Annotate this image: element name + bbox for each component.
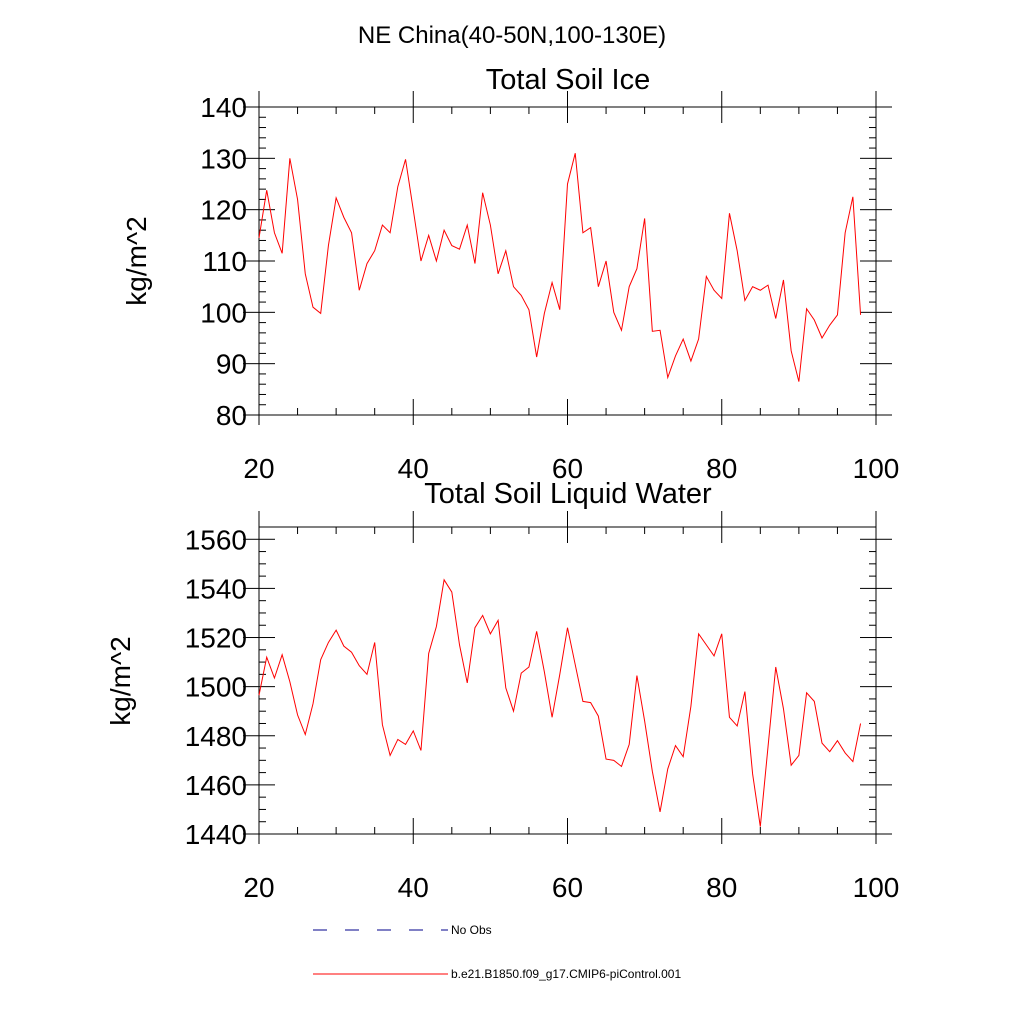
legend-label-no-obs: No Obs [451, 923, 492, 937]
x-tick-label: 80 [706, 872, 737, 903]
x-tick-label: 20 [243, 872, 274, 903]
panel-title: Total Soil Ice [486, 64, 650, 96]
y-tick-label: 90 [216, 349, 247, 380]
y-tick-label: 1480 [185, 721, 247, 752]
figure-title: NE China(40-50N,100-130E) [358, 22, 666, 49]
x-tick-label: 60 [552, 453, 583, 484]
series-line-model [258, 153, 862, 382]
x-tick-label: 80 [706, 453, 737, 484]
y-tick-label: 1520 [185, 623, 247, 654]
y-tick-label: 140 [200, 92, 247, 123]
y-axis-label: kg/m^2 [105, 636, 136, 725]
plot-frame [258, 106, 877, 416]
y-tick-label: 1540 [185, 573, 247, 604]
x-tick-label: 60 [552, 872, 583, 903]
panel-soil-liquid-water: Total Soil Liquid Water kg/m^2 20 40 60 80 1… [105, 478, 899, 903]
x-tick-label: 20 [243, 453, 274, 484]
x-tick-label: 100 [853, 872, 900, 903]
panel-soil-ice: Total Soil Ice kg/m^2 20 40 60 80 100 80 90 100… [121, 64, 899, 484]
y-tick-label: 1560 [185, 524, 247, 555]
y-tick-label: 120 [200, 195, 247, 226]
x-tick-label: 40 [398, 453, 429, 484]
panel-title: Total Soil Liquid Water [424, 478, 712, 510]
y-tick-label: 100 [200, 297, 247, 328]
plot-frame [258, 526, 877, 835]
y-tick-label: 110 [202, 246, 247, 277]
legend: No Obs b.e21.B1850.f09_g17.CMIP6-piContr… [313, 923, 681, 981]
x-tick-label: 40 [398, 872, 429, 903]
series-line-model [258, 578, 862, 827]
y-tick-label: 1500 [185, 672, 247, 703]
y-tick-label: 1460 [185, 770, 247, 801]
x-tick-label: 100 [853, 453, 900, 484]
y-axis-label: kg/m^2 [121, 216, 152, 305]
legend-label-model: b.e21.B1850.f09_g17.CMIP6-piControl.001 [451, 967, 681, 981]
y-tick-label: 130 [200, 143, 247, 174]
y-tick-label: 80 [216, 400, 247, 431]
y-tick-label: 1440 [185, 819, 247, 850]
